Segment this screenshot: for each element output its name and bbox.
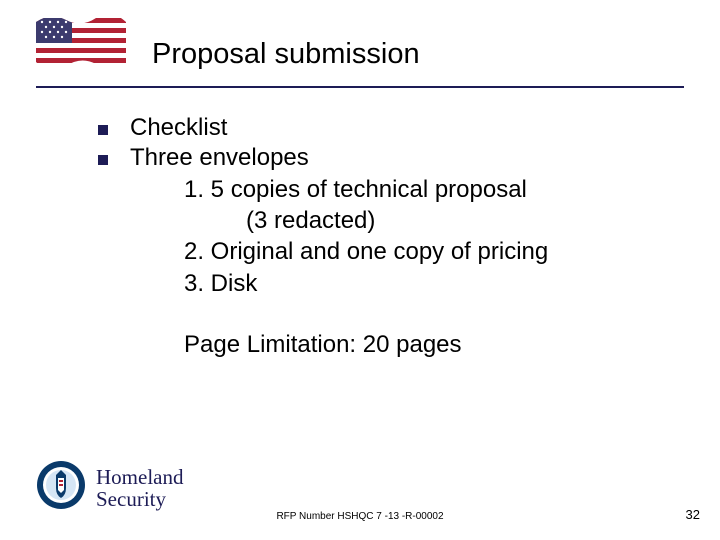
page-number: 32 [686,507,700,522]
numbered-item: 3. Disk [184,268,658,299]
square-bullet-icon [98,125,108,135]
square-bullet-icon [98,155,108,165]
dhs-seal-icon [36,460,86,510]
slide-title: Proposal submission [152,38,420,71]
bullet-item: Three envelopes [98,144,658,172]
us-flag-icon [36,12,126,72]
agency-name: Homeland Security [96,466,183,510]
slide: Proposal submission Checklist Three enve… [0,0,720,540]
numbered-item-sub: (3 redacted) [246,205,658,236]
agency-line-2: Security [96,488,183,510]
page-limitation: Page Limitation: 20 pages [184,331,658,359]
numbered-item: 2. Original and one copy of pricing [184,236,658,267]
title-rule [36,86,684,88]
bullet-item: Checklist [98,114,658,142]
rfp-number: RFP Number HSHQC 7 -13 -R-00002 [0,511,720,522]
agency-line-1: Homeland [96,466,183,488]
bullet-label: Checklist [130,114,227,142]
content-area: Checklist Three envelopes 1. 5 copies of… [98,114,658,359]
numbered-item: 1. 5 copies of technical proposal [184,174,658,205]
bullet-label: Three envelopes [130,144,309,172]
